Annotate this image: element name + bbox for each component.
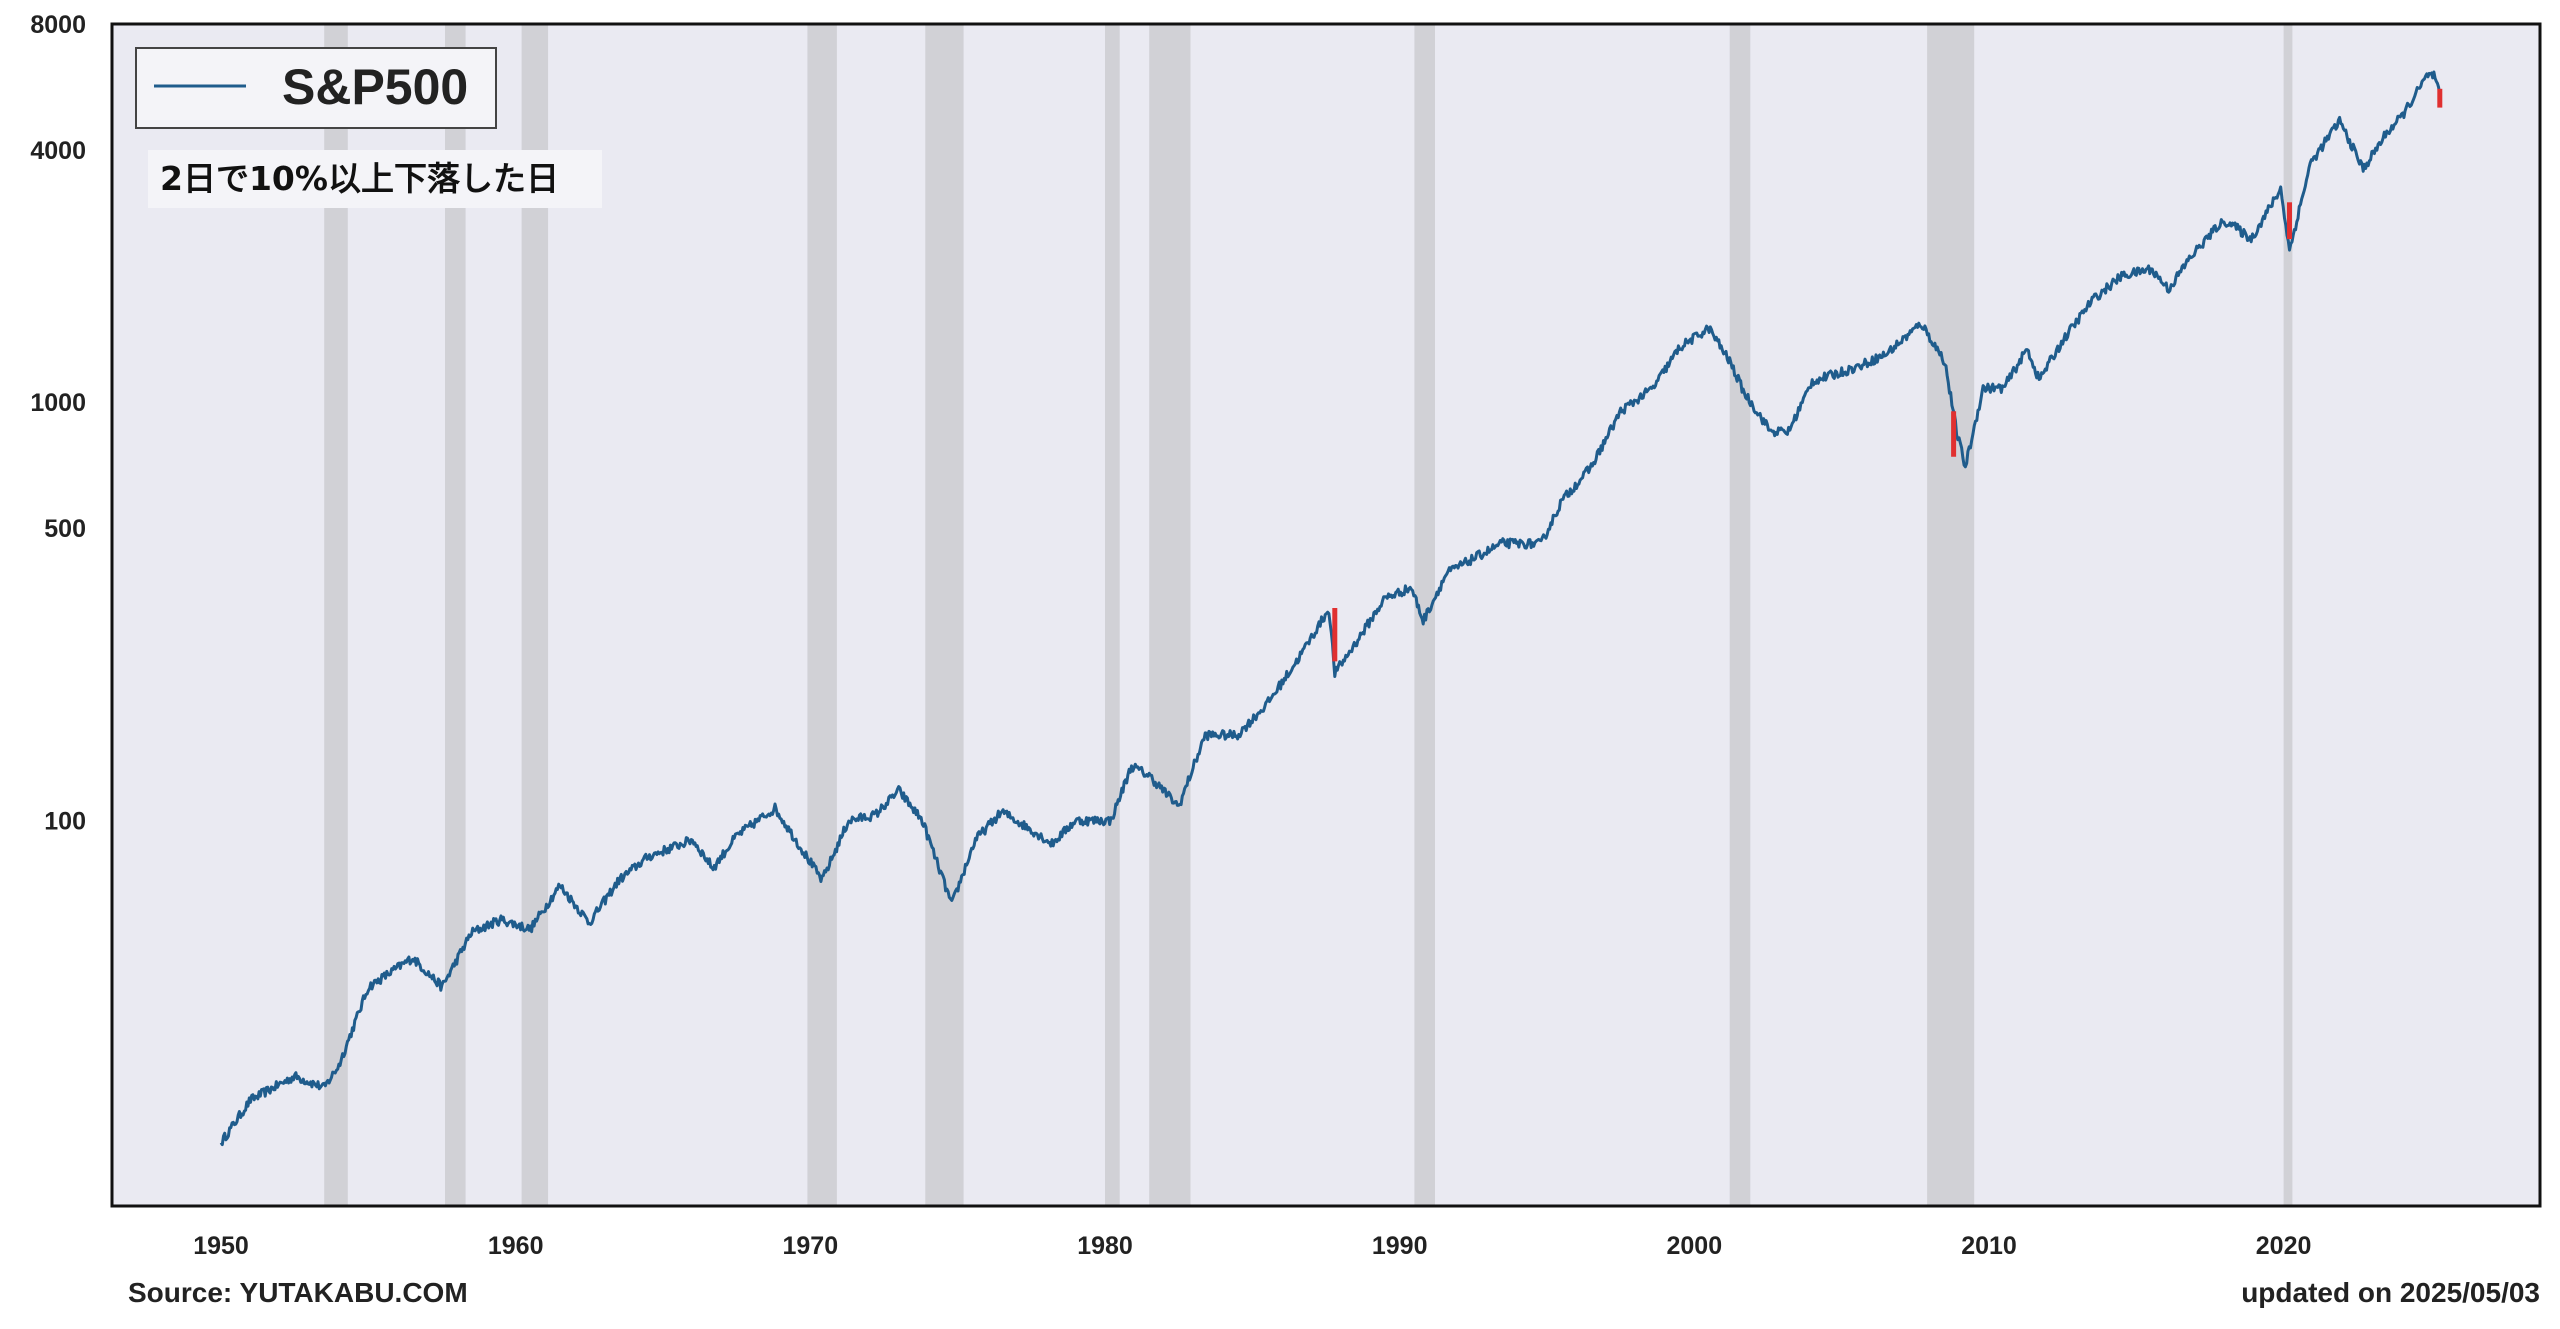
sharp-drop-highlights — [1332, 88, 2443, 662]
y-tick-label: 1000 — [30, 389, 86, 417]
recession-band — [1105, 24, 1120, 1206]
plot-frame — [110, 22, 2542, 1208]
legend: S&P500 — [135, 47, 497, 129]
annotation-box — [148, 150, 602, 208]
source-label: Source: YUTAKABU.COM — [128, 1277, 468, 1308]
recession-band — [445, 24, 466, 1206]
y-tick-label: 100 — [44, 808, 86, 836]
legend-label: S&P500 — [282, 59, 468, 115]
x-tick-label: 2000 — [1666, 1232, 1722, 1260]
x-tick-label: 2010 — [1961, 1232, 2017, 1260]
y-tick-label: 4000 — [30, 137, 86, 165]
y-tick-label: 500 — [44, 515, 86, 543]
x-tick-label: 1980 — [1077, 1232, 1133, 1260]
x-tick-label: 1960 — [488, 1232, 544, 1260]
recession-band — [925, 24, 964, 1206]
series-line-sp500 — [219, 70, 2442, 1147]
x-tick-label: 1970 — [782, 1232, 838, 1260]
recession-band — [807, 24, 837, 1206]
annotation: 2日で10%以上下落した日 — [148, 150, 602, 208]
recession-band — [521, 24, 549, 1206]
y-axis-ticks: 100 500 1000 4000 8000 — [30, 11, 86, 836]
annotation-text: 2日で10%以上下落した日 — [160, 159, 559, 198]
legend-box — [135, 47, 497, 129]
x-axis-ticks: 1950 1960 1970 1980 1990 2000 2010 2020 — [193, 1232, 2311, 1260]
series-layer — [219, 70, 2442, 1147]
x-tick-label: 1950 — [193, 1232, 249, 1260]
recession-band — [2283, 24, 2293, 1206]
recession-band — [1927, 24, 1975, 1206]
y-tick-label: 8000 — [30, 11, 86, 39]
recession-band — [1149, 24, 1191, 1206]
recession-band — [1729, 24, 1751, 1206]
recession-band — [324, 24, 348, 1206]
x-tick-label: 2020 — [2256, 1232, 2312, 1260]
x-tick-label: 1990 — [1372, 1232, 1428, 1260]
recession-bands — [324, 24, 2293, 1206]
updated-label: updated on 2025/05/03 — [2241, 1277, 2540, 1308]
